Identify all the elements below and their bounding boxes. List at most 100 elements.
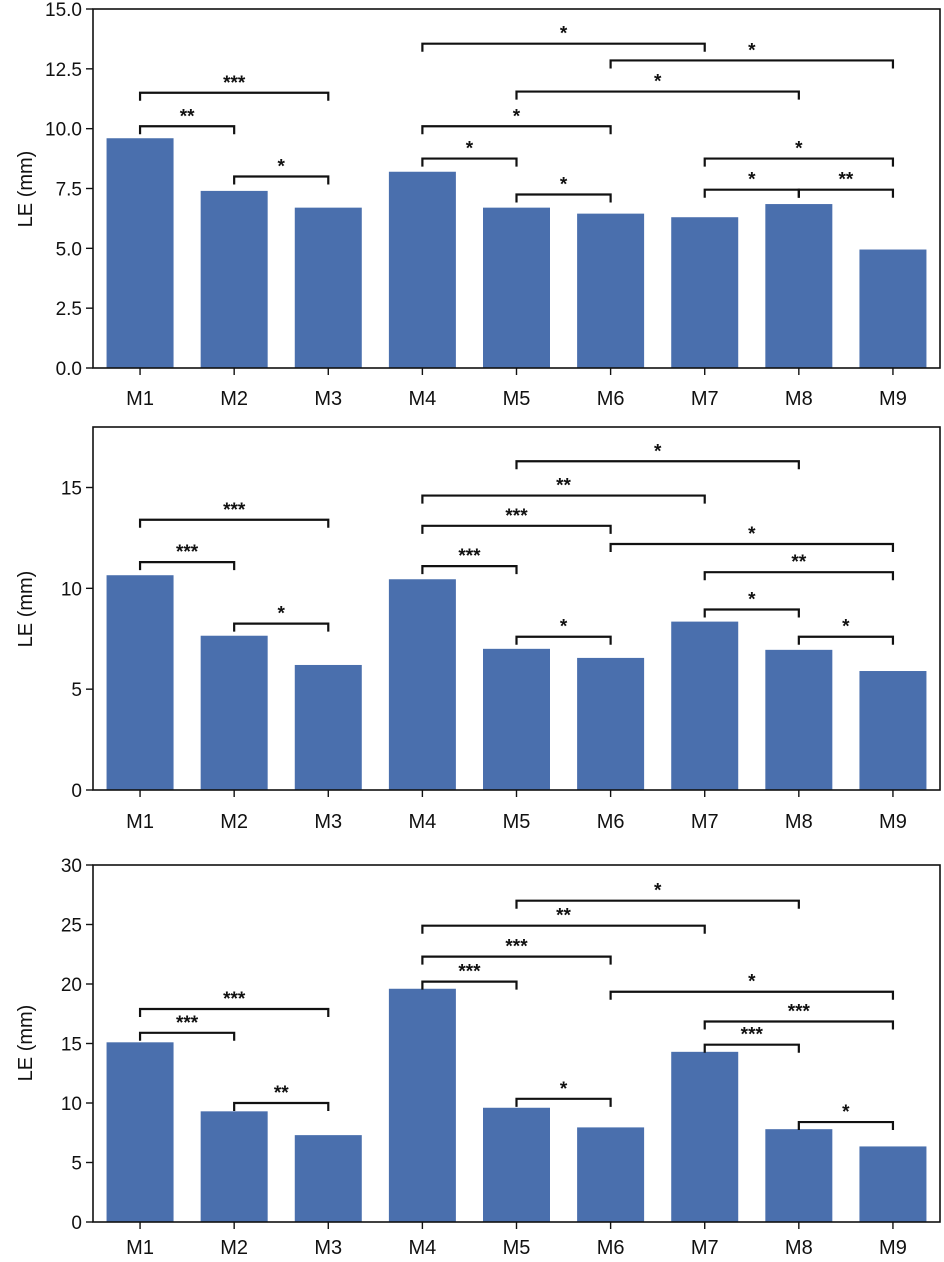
significance-bracket-m5-m8	[515, 90, 800, 100]
significance-bracket-m4-m6	[421, 125, 612, 135]
category-label-m3: M3	[314, 1237, 342, 1259]
category-label-m9: M9	[879, 1237, 907, 1259]
chart-panel-top: 0.0 2.5 5.0 7.5 10.0 12.5 15.0 M1 M2 M3 M4 M5 M6 M7 M8…	[15, 0, 941, 410]
bar-m3	[294, 664, 362, 790]
significance-label: ***	[741, 1025, 764, 1046]
significance-bracket-m1-m2	[138, 125, 236, 135]
bar-m3	[294, 1135, 362, 1222]
significance-label: ***	[505, 506, 528, 527]
bar-m7	[671, 621, 739, 790]
significance-bracket-m1-m2	[138, 1031, 236, 1041]
significance-label: *	[560, 617, 568, 638]
significance-bracket-m5-m6	[515, 193, 612, 203]
category-label-m4: M4	[408, 388, 436, 410]
category-label-m7: M7	[691, 388, 719, 410]
significance-label: *	[842, 1102, 850, 1123]
significance-bracket-m8-m9	[797, 188, 895, 198]
significance-bracket-m6-m9	[609, 542, 895, 552]
category-label-m2: M2	[220, 388, 248, 410]
category-label-m4: M4	[408, 1237, 436, 1259]
significance-bracket-m1-m3	[138, 1007, 330, 1017]
y-tick-label: 5	[71, 1154, 82, 1175]
significance-bracket-m7-m9	[703, 157, 895, 167]
bar-m3	[294, 207, 362, 368]
significance-label: **	[556, 476, 571, 497]
bar-m6	[577, 1127, 645, 1222]
category-label-m2: M2	[220, 811, 248, 833]
significance-label: *	[560, 24, 568, 45]
significance-bracket-m2-m3	[233, 175, 330, 185]
significance-bracket-m4-m7	[421, 924, 706, 934]
bar-m4	[388, 988, 456, 1222]
y-tick-label: 10	[61, 1094, 82, 1115]
category-label-m8: M8	[785, 811, 813, 833]
y-tick-label: 30	[61, 856, 82, 877]
significance-bracket-m6-m9	[609, 990, 895, 1000]
bar-m8	[765, 649, 833, 790]
category-label-m8: M8	[785, 388, 813, 410]
category-label-m2: M2	[220, 1237, 248, 1259]
bar-m7	[671, 1051, 739, 1222]
significance-label: *	[654, 881, 662, 902]
significance-label: *	[466, 139, 474, 160]
y-tick-label: 12.5	[45, 60, 82, 81]
y-tick-label: 20	[61, 975, 82, 996]
y-tick-label: 25	[61, 916, 82, 937]
significance-label: *	[748, 170, 756, 191]
significance-bracket-m8-m9	[797, 635, 895, 645]
significance-label: *	[278, 604, 286, 625]
significance-label: ***	[223, 73, 246, 94]
significance-bracket-m4-m7	[421, 42, 706, 52]
significance-bracket-m4-m6	[421, 955, 612, 965]
significance-label: *	[513, 106, 521, 127]
y-axis-label: LE (mm)	[15, 571, 37, 648]
bar-m4	[388, 171, 456, 368]
y-tick-label: 0	[71, 1213, 82, 1234]
significance-label: *	[654, 72, 662, 93]
bar-m9	[859, 249, 927, 368]
significance-label: *	[560, 174, 568, 195]
significance-label: ***	[223, 989, 246, 1010]
y-tick-label: 15	[61, 1035, 82, 1056]
significance-bracket-m2-m3	[233, 622, 330, 632]
significance-bracket-m4-m7	[421, 494, 706, 504]
significance-bracket-m4-m5	[421, 565, 518, 575]
y-tick-label: 15	[61, 479, 82, 500]
y-tick-label: 5.0	[56, 239, 82, 260]
category-label-m1: M1	[126, 1237, 154, 1259]
significance-label: *	[654, 441, 662, 462]
significance-label: ***	[458, 962, 481, 983]
bar-m1	[106, 575, 174, 790]
significance-label: ***	[223, 500, 246, 521]
significance-label: ***	[176, 1013, 199, 1034]
significance-label: **	[180, 106, 195, 127]
bar-m8	[765, 1129, 833, 1222]
bar-m2	[200, 190, 268, 368]
category-label-m9: M9	[879, 388, 907, 410]
category-label-m6: M6	[597, 388, 625, 410]
bar-m5	[483, 1107, 550, 1222]
category-label-m5: M5	[503, 1237, 531, 1259]
category-label-m6: M6	[597, 1237, 625, 1259]
y-axis-label: LE (mm)	[15, 1005, 37, 1082]
y-tick-label: 0	[71, 781, 82, 802]
significance-bracket-m5-m6	[515, 635, 612, 645]
bar-m2	[200, 1111, 268, 1222]
significance-label: *	[748, 524, 756, 545]
significance-bracket-m8-m9	[797, 1120, 895, 1131]
significance-bracket-m4-m5	[421, 157, 518, 167]
significance-label: *	[560, 1079, 568, 1100]
significance-label: ***	[458, 546, 481, 567]
significance-label: *	[842, 617, 850, 638]
bar-m5	[483, 648, 550, 790]
significance-bracket-m7-m9	[703, 1020, 895, 1030]
y-tick-label: 2.5	[56, 299, 82, 320]
bar-m5	[483, 207, 550, 368]
significance-label: *	[748, 972, 756, 993]
significance-bracket-m6-m9	[609, 59, 895, 69]
category-label-m1: M1	[126, 388, 154, 410]
y-axis-label: LE (mm)	[15, 151, 37, 228]
category-label-m7: M7	[691, 1237, 719, 1259]
category-label-m4: M4	[408, 811, 436, 833]
